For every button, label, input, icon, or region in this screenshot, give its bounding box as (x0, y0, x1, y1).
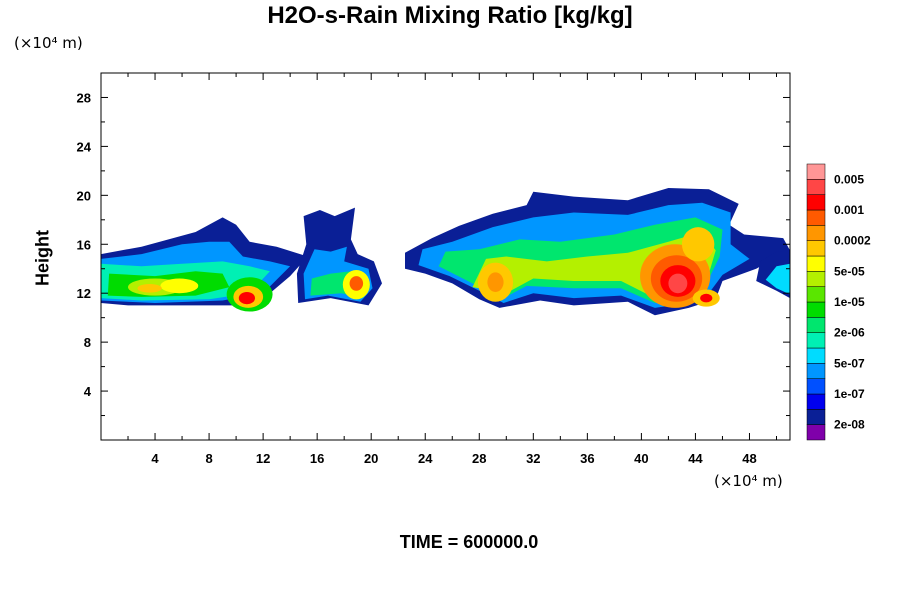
colorbar-swatch (806, 317, 826, 333)
colorbar-swatch (806, 209, 826, 226)
field-region (681, 227, 715, 262)
x-tick-label: 32 (526, 451, 540, 466)
x-tick-label: 48 (742, 451, 756, 466)
colorbar-swatch (806, 225, 826, 241)
colorbar-swatch (806, 240, 826, 257)
x-tick-label: 20 (364, 451, 378, 466)
colorbar-swatch (806, 301, 826, 318)
colorbar-label: 2e-08 (834, 418, 865, 432)
plot-frame (100, 72, 791, 441)
y-tick-label: 4 (84, 384, 92, 399)
field-region (160, 278, 199, 294)
y-tick-label: 16 (77, 237, 91, 252)
y-tick-label: 8 (84, 335, 91, 350)
x-tick-label: 24 (418, 451, 433, 466)
field-region (487, 272, 504, 292)
colorbar-label: 0.001 (834, 203, 864, 217)
x-tick-label: 8 (205, 451, 212, 466)
colorbar-swatch (806, 163, 826, 180)
rain-field (101, 188, 790, 316)
chart-title: H2O-s-Rain Mixing Ratio [kg/kg] (267, 2, 633, 29)
x-tick-label: 28 (472, 451, 486, 466)
field-region (700, 293, 713, 303)
colorbar-swatch (806, 255, 826, 272)
x-unit-label: (×10⁴ m) (714, 472, 783, 490)
field-region (238, 291, 256, 305)
x-axis: 4 8 12 16 20 24 28 32 36 40 44 48 (127, 73, 777, 466)
colorbar-swatch (806, 424, 826, 441)
y-tick-label: 24 (77, 139, 92, 154)
colorbar-swatch (806, 347, 826, 364)
field-region (668, 273, 688, 294)
colorbar-swatch (806, 286, 826, 303)
time-label: TIME = 600000.0 (399, 532, 539, 552)
y-tick-label: 20 (77, 188, 91, 203)
y-tick-label: 28 (77, 90, 91, 105)
x-tick-label: 36 (580, 451, 594, 466)
colorbar-swatch (806, 332, 826, 349)
colorbar-label: 0.0002 (834, 234, 871, 248)
colorbar-swatch (806, 378, 826, 395)
colorbar-label: 0.005 (834, 172, 864, 186)
y-axis: 4 8 12 16 20 24 28 (77, 90, 790, 417)
y-tick-label: 12 (77, 286, 91, 301)
colorbar-swatch (806, 194, 826, 211)
colorbar-swatch (806, 271, 826, 287)
x-tick-label: 16 (310, 451, 324, 466)
colorbar-swatch (806, 179, 826, 195)
x-tick-label: 40 (634, 451, 648, 466)
x-tick-label: 44 (688, 451, 703, 466)
x-tick-label: 12 (256, 451, 270, 466)
colorbar: 2e-08 1e-07 5e-07 2e-06 1e-05 5e-05 0.0002 0.00… (806, 163, 871, 441)
colorbar-label: 5e-05 (834, 264, 865, 278)
east-inner (765, 263, 790, 295)
colorbar-swatch (806, 409, 826, 425)
x-tick-label: 4 (151, 451, 159, 466)
colorbar-label: 1e-05 (834, 295, 865, 309)
field-region (349, 276, 364, 291)
colorbar-swatch (806, 393, 826, 410)
colorbar-label: 2e-06 (834, 326, 865, 340)
colorbar-label: 1e-07 (834, 387, 865, 401)
y-unit-label: (×10⁴ m) (14, 34, 83, 52)
colorbar-swatch (806, 363, 826, 379)
field-region (137, 284, 162, 293)
colorbar-label: 5e-07 (834, 356, 865, 370)
